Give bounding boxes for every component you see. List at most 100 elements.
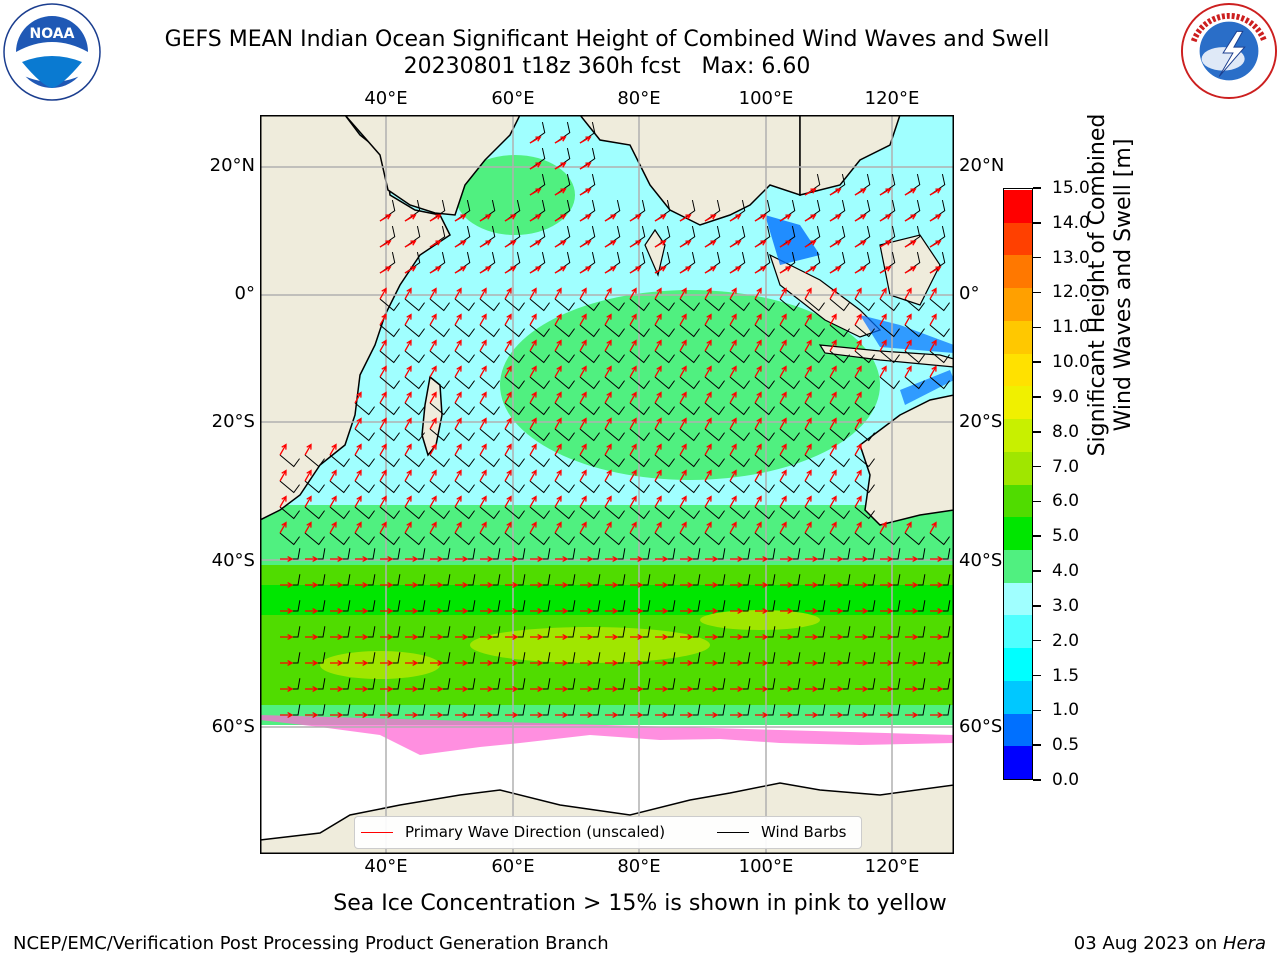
wave-direction-arrow xyxy=(504,266,517,274)
wind-barb xyxy=(654,402,675,416)
wind-barb xyxy=(779,376,800,390)
wave-direction-arrow xyxy=(479,469,487,482)
wave-direction-arrow xyxy=(454,391,462,404)
wind-barb xyxy=(679,324,700,338)
wind-barb xyxy=(479,350,500,364)
wave-direction-arrow xyxy=(830,660,844,666)
wave-direction-arrow xyxy=(529,443,537,456)
wave-direction-arrow xyxy=(430,556,444,562)
wave-direction-arrow xyxy=(455,712,469,718)
colorbar-tick-mark xyxy=(1033,709,1041,712)
wave-direction-arrow xyxy=(929,313,937,326)
wind-barb xyxy=(554,506,575,520)
lon-label-top: 100°E xyxy=(738,88,794,109)
wave-direction-arrow xyxy=(829,214,842,222)
wave-direction-arrow xyxy=(804,266,817,274)
wind-barb xyxy=(829,324,850,338)
wave-direction-arrow xyxy=(630,556,644,562)
wind-barb xyxy=(754,376,775,390)
wave-direction-arrow xyxy=(929,287,937,300)
wave-direction-arrow xyxy=(754,391,762,404)
lon-label-bottom: 100°E xyxy=(738,856,794,877)
wave-direction-arrow xyxy=(554,214,567,222)
wave-direction-arrow xyxy=(454,365,462,378)
wind-barb xyxy=(854,428,875,442)
wave-direction-arrow xyxy=(380,686,394,692)
wind-barb xyxy=(279,506,300,520)
lat-label-left: 20°S xyxy=(211,411,255,432)
wind-barb xyxy=(279,480,300,494)
wave-direction-arrow xyxy=(579,162,592,170)
wind-barb xyxy=(404,376,425,390)
wind-barb xyxy=(379,350,400,364)
wind-barb xyxy=(479,402,500,416)
wind-barb xyxy=(879,376,900,390)
wave-direction-arrow xyxy=(929,266,942,274)
wave-direction-arrow xyxy=(454,287,462,300)
colorbar-tick-label: 0.0 xyxy=(1052,770,1080,790)
wave-direction-arrow xyxy=(904,521,912,534)
wind-barb xyxy=(804,506,825,520)
wind-barb xyxy=(679,376,700,390)
wind-barb xyxy=(479,506,500,520)
colorbar xyxy=(1003,188,1033,780)
wave-direction-arrow xyxy=(629,287,637,300)
wave-direction-arrow xyxy=(704,443,712,456)
wave-direction-arrow xyxy=(604,313,612,326)
wave-direction-arrow xyxy=(405,712,419,718)
wind-barb xyxy=(854,376,875,390)
wave-direction-arrow xyxy=(779,469,787,482)
wave-direction-arrow xyxy=(305,556,319,562)
wind-barb xyxy=(529,506,550,520)
wind-barb xyxy=(429,376,450,390)
wind-barb xyxy=(604,532,625,546)
wave-direction-arrow xyxy=(480,634,494,640)
sea-ice-note: Sea Ice Concentration > 15% is shown in … xyxy=(333,891,947,916)
wind-barb xyxy=(804,454,825,468)
wind-barb xyxy=(604,298,625,312)
wind-barb xyxy=(704,428,725,442)
wave-direction-arrow xyxy=(804,287,812,300)
wave-direction-arrow xyxy=(655,582,669,588)
wind-barb xyxy=(404,428,425,442)
wind-barb xyxy=(479,454,500,468)
wave-direction-arrow xyxy=(854,266,867,274)
wave-direction-arrow xyxy=(555,712,569,718)
colorbar-tick-label: 5.0 xyxy=(1052,526,1080,547)
wave-direction-arrow xyxy=(755,582,769,588)
wave-direction-arrow xyxy=(779,266,792,274)
wave-direction-arrow xyxy=(780,634,794,640)
wind-barb xyxy=(354,402,375,416)
wave-direction-arrow xyxy=(804,417,812,430)
legend-swatch-wave xyxy=(361,831,393,833)
wave-direction-arrow xyxy=(705,582,719,588)
wind-barb xyxy=(454,480,475,494)
wind-barb xyxy=(654,480,675,494)
wind-barb xyxy=(604,506,625,520)
footer-date: 03 Aug 2023 on Hera xyxy=(1074,933,1266,954)
wind-barb xyxy=(879,298,900,312)
wave-direction-arrow xyxy=(405,686,419,692)
wave-direction-arrow xyxy=(805,634,819,640)
wave-direction-arrow xyxy=(404,313,412,326)
wave-direction-arrow xyxy=(705,608,719,614)
wave-direction-arrow xyxy=(330,634,344,640)
wave-direction-arrow xyxy=(930,582,944,588)
wave-direction-arrow xyxy=(304,469,312,482)
wind-barb xyxy=(454,350,475,364)
colorbar-segment xyxy=(1004,582,1032,616)
colorbar-tick-mark xyxy=(1033,431,1041,433)
wave-direction-arrow xyxy=(480,556,494,562)
wave-direction-arrow xyxy=(529,162,542,170)
wind-barb xyxy=(579,298,600,312)
wave-direction-arrow xyxy=(379,240,392,248)
lat-label-left: 40°S xyxy=(211,550,255,571)
wave-direction-arrow xyxy=(604,287,612,300)
wave-direction-arrow xyxy=(855,608,869,614)
wave-direction-arrow xyxy=(880,686,894,692)
colorbar-tick-label: 9.0 xyxy=(1052,386,1080,407)
lon-label-bottom: 40°E xyxy=(364,856,408,877)
colorbar-segment xyxy=(1004,745,1032,779)
wave-direction-arrow xyxy=(554,521,562,534)
wave-direction-arrow xyxy=(679,287,687,300)
